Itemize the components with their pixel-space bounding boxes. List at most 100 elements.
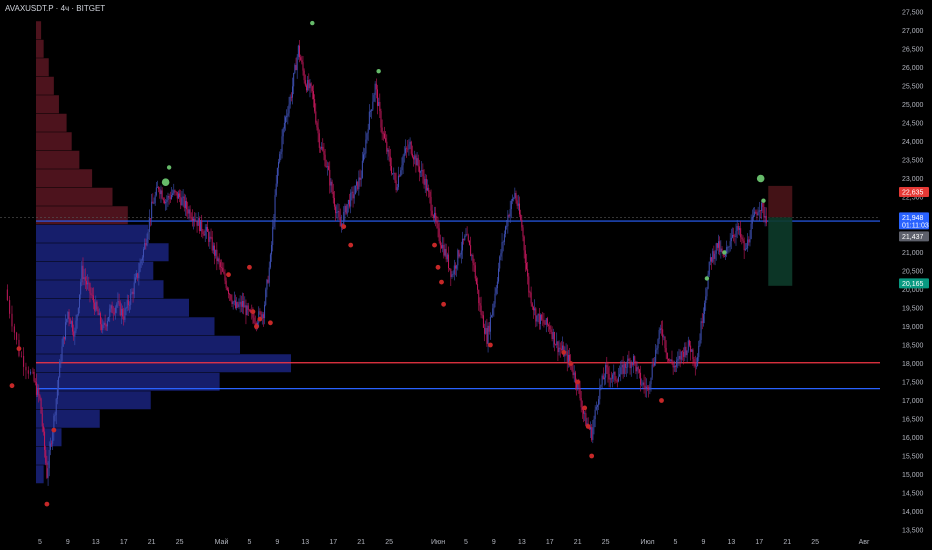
candle-body [379,101,381,112]
candle-body [493,303,495,309]
candle-body [409,141,411,145]
x-tick-label: 25 [385,539,393,546]
candle-body [61,346,63,361]
candle-body [54,414,56,416]
candle-body [188,209,190,214]
candle-body [434,212,436,218]
candle-body [311,86,313,92]
candle-body [572,370,574,376]
candle-body [289,96,291,105]
y-tick-label: 16,500 [902,417,924,424]
candle-body [90,293,92,295]
candle-body [585,413,587,426]
candle-body [502,241,504,243]
candle-body [58,377,60,389]
candle-body [459,254,461,257]
candle-body [623,363,625,374]
candle-body [600,384,602,387]
candle-body [500,253,502,257]
candle-body [629,360,631,369]
price-badge [899,187,929,198]
candle-body [198,218,200,231]
candle-body [52,431,54,444]
candle-body [248,309,250,311]
candle-body [394,173,396,181]
candle-body [383,133,385,139]
candle-body [96,301,98,310]
candle-body [266,279,268,290]
candle-body [382,133,384,135]
candle-body [392,173,394,174]
candle-body [569,355,571,362]
candle-body [345,205,347,214]
candle-body [518,203,520,215]
candle-body [740,228,742,238]
candle-body [335,206,337,214]
candle-body [466,234,468,236]
candle-body [283,122,285,129]
candle-body [524,250,526,264]
volume-bin-4 [36,95,59,114]
sell-signal-dot [51,427,57,433]
candle-body [451,274,453,277]
candle-body [556,341,558,346]
candle-body [685,346,687,356]
candle-body [347,200,349,205]
candle-body [308,80,310,89]
candle-body [221,267,223,268]
candle-body [101,324,103,330]
volume-bin-0 [36,21,42,40]
candle-body [536,315,538,322]
sell-signal-dot [659,398,664,403]
candle-body [538,313,540,325]
candle-body [636,367,638,372]
price-axis[interactable]: 27,500 27,000 26,500 26,000 25,500 25,000 24,5… [902,10,924,535]
volume-bin-21 [36,409,100,428]
candle-body [94,302,96,311]
candle-body [676,360,678,367]
candle-body [233,300,235,302]
candle-body [622,364,624,374]
candle-body [683,351,685,357]
sell-signal-dot [44,501,50,507]
candle-body [72,321,74,332]
candle-body [197,218,199,226]
candle-body [720,248,722,252]
candle-body [749,238,751,243]
candle-body [435,212,437,221]
candle-body [167,196,169,200]
candle-body [704,303,706,314]
sell-signal-dot [589,453,595,459]
candle-body [367,129,369,134]
candle-body [609,378,611,380]
candle-body [601,375,603,385]
candle-body [91,294,93,296]
candle-body [123,316,125,320]
buy-signal-dot [756,174,765,183]
candle-body [166,199,168,202]
candle-body [489,317,491,332]
candle-body [318,133,320,148]
candle-body [329,169,331,186]
candle-body [129,304,131,306]
volume-bin-9 [36,187,113,206]
y-tick-label: 20,500 [902,269,924,276]
candle-body [654,362,656,366]
candle-body [725,252,727,257]
candle-body [60,360,62,362]
x-tick-label: 25 [176,539,184,546]
time-axis[interactable]: 5 9 13 17 21 25 Май 5 9 13 17 21 25 Июн 5 9 13 17 21 25 Июл 5… [38,538,870,546]
x-tick-label: 21 [574,539,582,546]
candle-body [552,332,554,340]
x-tick-label: 13 [92,539,100,546]
buy-signal-dot [166,165,172,170]
candle-body [747,239,749,249]
x-tick-label: 5 [247,539,251,546]
candle-body [66,319,68,323]
candle-body [592,427,594,440]
candle-body [134,277,136,283]
candle-body [738,228,740,230]
candle-body [488,325,490,332]
candle-body [365,139,367,154]
